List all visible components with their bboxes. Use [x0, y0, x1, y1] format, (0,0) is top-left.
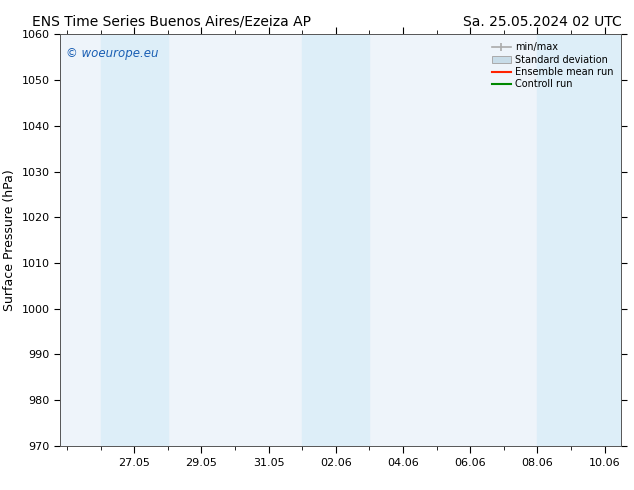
Y-axis label: Surface Pressure (hPa): Surface Pressure (hPa)	[3, 169, 16, 311]
Bar	[302, 34, 370, 446]
Bar	[101, 34, 168, 446]
Text: ENS Time Series Buenos Aires/Ezeiza AP: ENS Time Series Buenos Aires/Ezeiza AP	[32, 15, 311, 29]
Bar	[538, 34, 621, 446]
Legend: min/max, Standard deviation, Ensemble mean run, Controll run: min/max, Standard deviation, Ensemble me…	[489, 39, 616, 92]
Text: Sa. 25.05.2024 02 UTC: Sa. 25.05.2024 02 UTC	[463, 15, 621, 29]
Text: © woeurope.eu: © woeurope.eu	[66, 47, 158, 60]
